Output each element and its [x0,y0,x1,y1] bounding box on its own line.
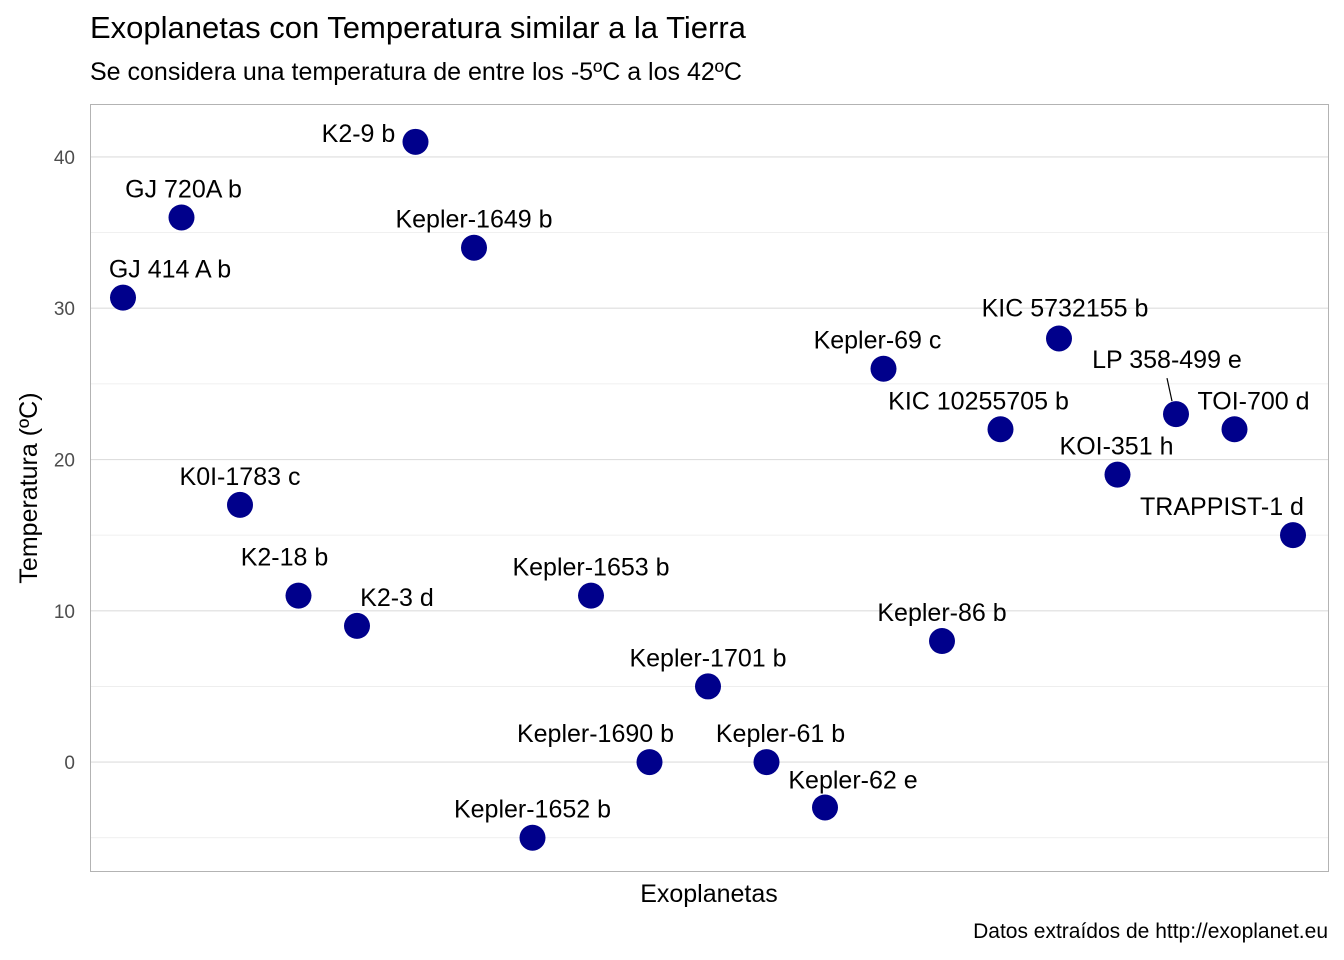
data-point [870,355,897,382]
x-axis-title: Exoplanetas [640,880,778,908]
data-point [929,628,955,655]
data-point [578,582,604,609]
point-label: KIC 5732155 b [982,294,1149,322]
data-point [1280,522,1306,549]
y-tick-label: 0 [64,753,75,774]
data-point [812,794,838,821]
y-tick-label: 30 [54,299,75,320]
point-label: K0I-1783 c [180,463,301,491]
point-label: GJ 720A b [125,175,242,203]
y-tick-label: 40 [54,148,75,169]
y-tick-label: 20 [54,451,75,472]
data-point [519,824,546,851]
point-label: KIC 10255705 b [888,387,1069,415]
point-label: Kepler-69 c [814,327,942,355]
data-point [636,749,663,776]
data-point [1104,461,1131,488]
point-label: K2-3 d [360,584,434,612]
point-label: Kepler-62 e [788,766,917,794]
data-point [1221,416,1248,443]
point-label: LP 358-499 e [1092,346,1242,374]
data-point [402,128,429,155]
point-label: Kepler-86 b [877,599,1006,627]
y-axis-title: Temperatura (ºC) [15,392,43,583]
point-label: Kepler-1652 b [454,796,611,824]
data-point [227,491,253,518]
data-point [168,204,195,231]
chart-title: Exoplanetas con Temperatura similar a la… [90,10,746,45]
point-label: KOI-351 h [1060,433,1174,461]
data-point [987,416,1014,443]
data-point [285,582,312,609]
data-point [695,673,721,700]
y-axis-ticks: 0 10 20 30 40 [54,148,75,774]
data-point [753,749,780,776]
y-tick-label: 10 [54,602,75,623]
plot-panel-border [90,104,1329,872]
label-leader-line [1166,378,1173,402]
point-label: Kepler-1649 b [395,206,552,234]
point-label: Kepler-1690 b [517,720,674,748]
chart-subtitle: Se considera una temperatura de entre lo… [90,58,742,86]
point-label: Kepler-61 b [716,720,845,748]
point-labels: GJ 414 A b GJ 720A b K0I-1783 c K2-18 b K2-3… [109,120,1310,824]
data-point [110,284,136,311]
point-label: Kepler-1653 b [512,554,669,582]
point-label: K2-18 b [241,544,329,572]
point-label: K2-9 b [322,120,396,148]
point-label: Kepler-1701 b [629,644,786,672]
chart-caption: Datos extraídos de http://exoplanet.eu [973,920,1328,943]
data-point [461,234,487,261]
data-point [1163,401,1189,428]
data-point [344,612,370,639]
point-label: TOI-700 d [1197,387,1309,415]
data-points [110,128,1306,851]
point-label: GJ 414 A b [109,256,231,284]
point-label: TRAPPIST-1 d [1140,493,1304,521]
data-point [1046,325,1072,352]
